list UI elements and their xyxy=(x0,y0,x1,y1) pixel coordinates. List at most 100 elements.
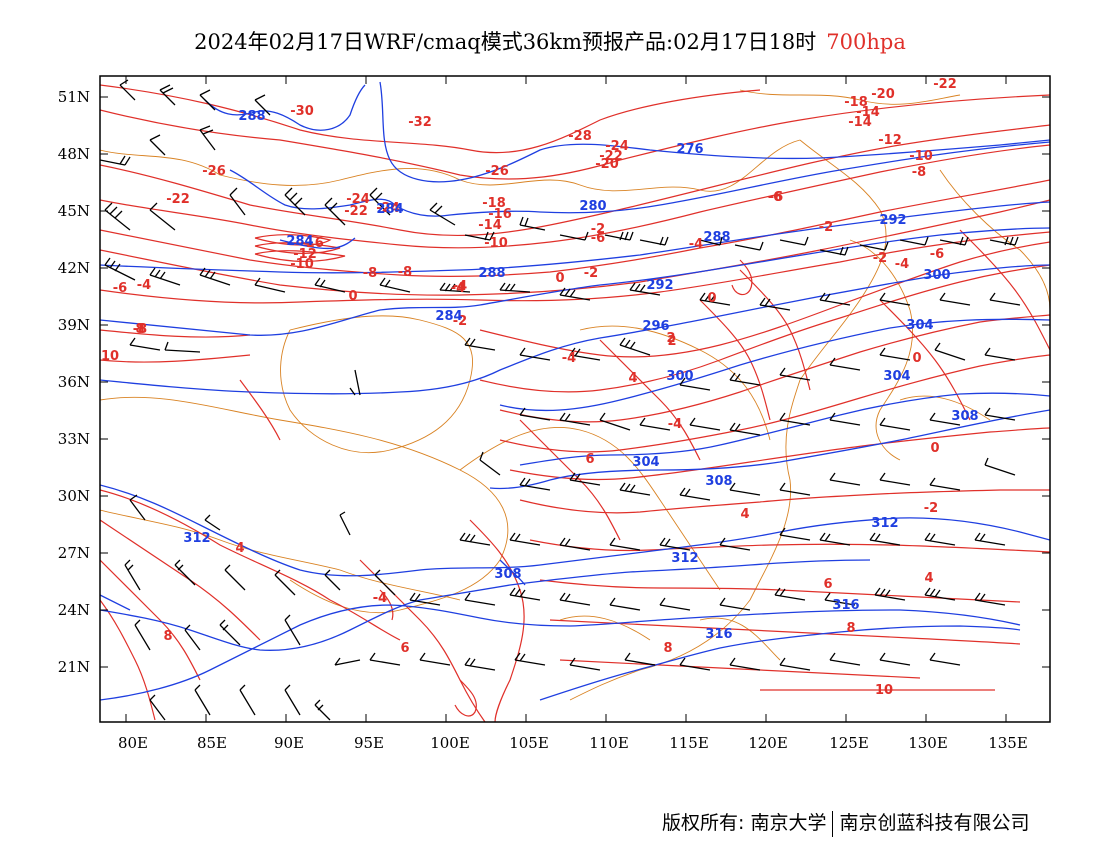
isotherm-label: -26 xyxy=(485,164,509,179)
contour-label: 316 xyxy=(705,627,732,642)
isotherm-label: -8 xyxy=(398,265,412,280)
isotherm-label: -4 xyxy=(668,417,682,432)
isotherm-label: 8 xyxy=(846,621,855,636)
isotherm-label: -2 xyxy=(873,251,887,266)
isotherm-label: -2 xyxy=(591,222,605,237)
isotherm-label: -22 xyxy=(599,149,623,164)
isotherm-label: -20 xyxy=(595,157,619,172)
geopotential-contours xyxy=(100,81,1050,701)
lon-tick-label: 90E xyxy=(274,734,304,752)
lon-tick-label: 130E xyxy=(908,734,948,752)
isotherm-label: 6 xyxy=(823,577,832,592)
isotherm-label: 8 xyxy=(663,641,672,656)
isotherm-label: -10 xyxy=(909,149,933,164)
credit-divider xyxy=(832,810,834,837)
isotherm-label: -18 xyxy=(482,196,506,211)
contour-label: 304 xyxy=(883,369,910,384)
isotherm-label: 10 xyxy=(101,349,119,364)
lat-tick-label: 48N xyxy=(58,145,90,163)
contour-label: 304 xyxy=(632,455,659,470)
isotherm-label: -14 xyxy=(848,115,872,130)
isotherm-label: -14 xyxy=(478,218,502,233)
copyright-company: 南京创蓝科技有限公司 xyxy=(839,812,1030,834)
isotherm-label: -6 xyxy=(113,281,127,296)
isotherm-label: -10 xyxy=(484,236,508,251)
contour-label: 288 xyxy=(703,230,730,245)
temperature-isotherms xyxy=(100,84,1050,722)
isotherm-label: -4 xyxy=(689,237,703,252)
isotherm-label: -24 xyxy=(346,192,370,207)
lon-tick-label: 120E xyxy=(748,734,788,752)
isotherm-label: -4 xyxy=(451,281,465,296)
isotherm-label: 0 xyxy=(707,291,716,306)
isotherm-label: 4 xyxy=(235,541,244,556)
boundary-lines xyxy=(100,89,1050,701)
plot-frame xyxy=(99,75,1051,723)
isotherm-label: 8 xyxy=(135,322,144,337)
lon-tick-label: 85E xyxy=(197,734,227,752)
isotherm-label: -12 xyxy=(878,133,902,148)
isotherm-label: 2 xyxy=(667,334,676,349)
isotherm-label: -6 xyxy=(768,190,782,205)
lon-tick-label: 135E xyxy=(988,734,1028,752)
isotherm-label: -22 xyxy=(933,77,957,92)
isotherm-label: -16 xyxy=(488,207,512,222)
contour-label: 300 xyxy=(666,369,693,384)
isotherm-label: -4 xyxy=(137,278,151,293)
contour-label: 308 xyxy=(494,567,521,582)
isotherm-label: -4 xyxy=(453,279,467,294)
lat-tick-label: 33N xyxy=(58,430,90,448)
isotherm-label: -6 xyxy=(769,190,783,205)
title-text: 2024年02月17日WRF/cmaq模式36km预报产品:02月17日18时 xyxy=(194,30,817,54)
pressure-level: 700hpa xyxy=(826,30,906,54)
lon-tick-label: 105E xyxy=(509,734,549,752)
contour-label: 284 xyxy=(435,309,462,324)
isotherm-label: -24 xyxy=(605,139,629,154)
isotherm-label: -32 xyxy=(408,115,432,130)
isotherm-label: 6 xyxy=(400,641,409,656)
isotherm-label: -4 xyxy=(895,257,909,272)
contour-label: 312 xyxy=(671,551,698,566)
isotherm-label: -4 xyxy=(562,351,576,366)
isotherm-label: -2 xyxy=(924,501,938,516)
isotherm-label: 0 xyxy=(930,441,939,456)
latitude-axis: 51N 48N 45N 42N 39N 36N 33N 30N 27N 24N … xyxy=(58,88,90,676)
isotherm-labels: -30 -32 -28 -24 -22 -20 -26 -26 -22 -24 … xyxy=(101,77,957,698)
isotherm-label: 4 xyxy=(924,571,933,586)
contour-label: 316 xyxy=(832,598,859,613)
contour-label: 292 xyxy=(879,213,906,228)
lon-tick-label: 110E xyxy=(589,734,629,752)
copyright-footer: 版权所有: 南京大学 南京创蓝科技有限公司 xyxy=(662,808,1029,837)
lon-tick-label: 125E xyxy=(829,734,869,752)
copyright-owner: 版权所有: 南京大学 xyxy=(662,812,827,834)
lat-tick-label: 51N xyxy=(58,88,90,106)
lon-tick-label: 80E xyxy=(118,734,148,752)
lat-tick-label: 45N xyxy=(58,202,90,220)
contour-label: 284 xyxy=(286,234,313,249)
isotherm-label: -20 xyxy=(871,87,895,102)
geopotential-labels: 288 284 276 280 288 284 292 288 284 296 … xyxy=(183,109,978,642)
contour-label: 284 xyxy=(376,202,403,217)
isotherm-label: 8 xyxy=(163,629,172,644)
contour-label: 276 xyxy=(676,142,703,157)
lat-tick-label: 27N xyxy=(58,544,90,562)
lat-tick-label: 36N xyxy=(58,373,90,391)
map-title: 2024年02月17日WRF/cmaq模式36km预报产品:02月17日18时 7… xyxy=(0,26,1100,56)
lat-tick-label: 21N xyxy=(58,658,90,676)
isotherm-label: -26 xyxy=(202,164,226,179)
contour-label: 312 xyxy=(871,516,898,531)
isotherm-label: 2 xyxy=(666,331,675,346)
contour-label: 308 xyxy=(705,474,732,489)
longitude-axis: 80E 85E 90E 95E 100E 105E 110E 115E 120E… xyxy=(118,734,1028,752)
isotherm-label: -24 xyxy=(376,201,400,216)
isotherm-label: 6 xyxy=(585,452,594,467)
isotherm-label: -10 xyxy=(290,257,314,272)
contour-label: 296 xyxy=(642,319,669,334)
isotherm-label: -2 xyxy=(453,314,467,329)
lat-tick-label: 39N xyxy=(58,316,90,334)
lon-tick-label: 115E xyxy=(669,734,709,752)
isotherm-label: 0 xyxy=(348,289,357,304)
isotherm-label: -8 xyxy=(363,266,377,281)
contour-label: 312 xyxy=(183,531,210,546)
